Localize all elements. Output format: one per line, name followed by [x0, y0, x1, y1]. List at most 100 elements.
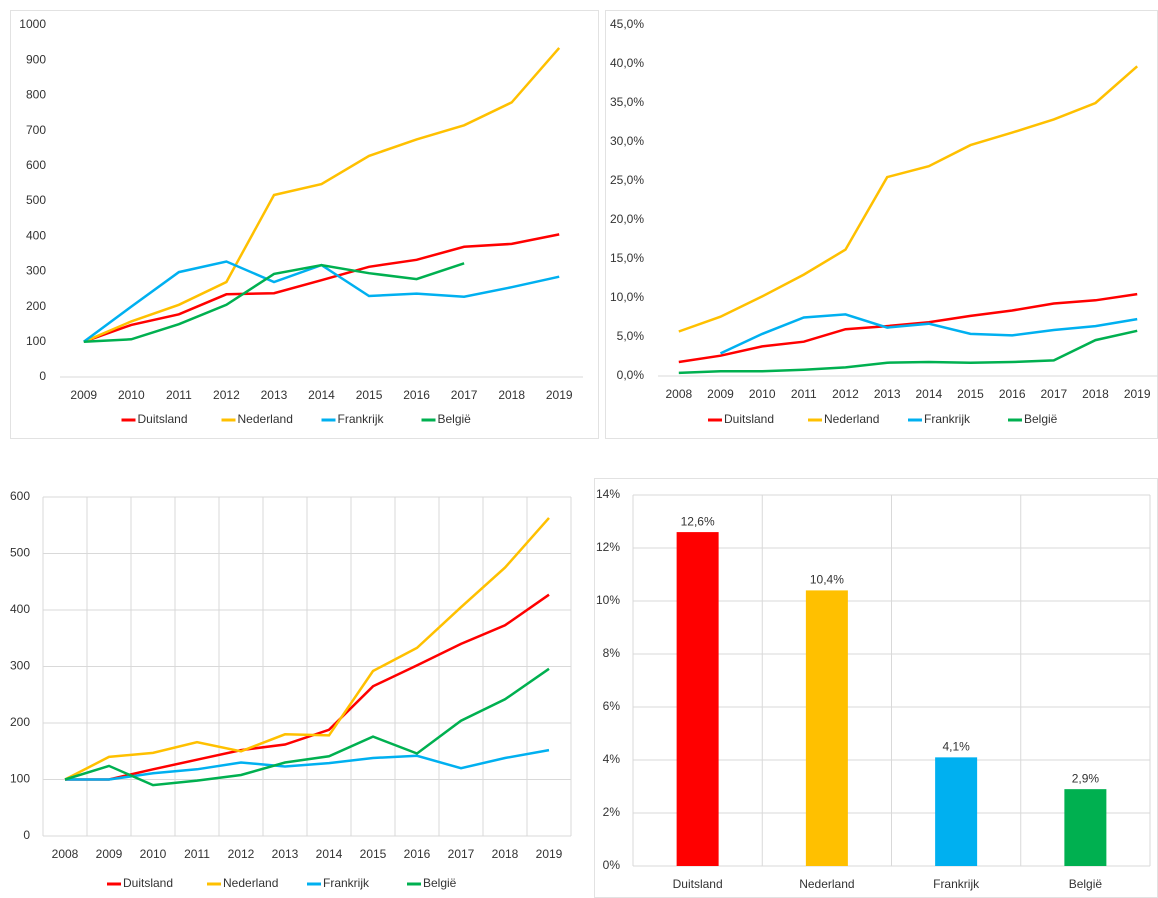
x-tick-label: 2016 [999, 387, 1026, 401]
y-tick-label: 1000 [19, 17, 46, 31]
bar [935, 757, 978, 866]
data-label: 12,6% [681, 514, 715, 528]
series-line [83, 233, 560, 343]
y-tick-label: 200 [10, 715, 30, 729]
y-tick-label: 400 [10, 602, 30, 616]
x-tick-label: 2019 [536, 847, 563, 861]
series-line [678, 329, 1138, 375]
x-tick-label: 2017 [1040, 387, 1067, 401]
legend-label: Nederland [223, 876, 278, 890]
x-tick-label: 2019 [546, 388, 573, 402]
y-tick-label: 25,0% [610, 173, 644, 187]
series-line [64, 517, 550, 781]
y-tick-label: 6% [603, 699, 621, 713]
y-tick-label: 35,0% [610, 95, 644, 109]
y-tick-label: 4% [603, 752, 621, 766]
legend-label: Nederland [824, 412, 879, 426]
x-tick-label: 2011 [184, 847, 210, 861]
panel-border [10, 10, 599, 439]
x-tick-label: 2017 [451, 388, 478, 402]
legend-label: Nederland [238, 412, 293, 426]
y-tick-label: 300 [26, 264, 46, 278]
x-tick-label: 2018 [498, 388, 525, 402]
x-tick-label: Duitsland [673, 877, 723, 891]
y-tick-label: 100 [10, 772, 30, 786]
x-tick-label: 2018 [492, 847, 519, 861]
x-tick-label: Frankrijk [933, 877, 980, 891]
series-line [83, 260, 560, 343]
y-tick-label: 10% [596, 593, 620, 607]
x-tick-label: 2010 [118, 388, 145, 402]
x-tick-label: 2009 [96, 847, 123, 861]
series-line [678, 65, 1139, 333]
series-line [65, 748, 550, 781]
x-tick-label: 2014 [308, 388, 335, 402]
legend-label: België [1024, 412, 1058, 426]
y-tick-label: 600 [26, 158, 46, 172]
x-tick-label: 2016 [404, 847, 431, 861]
x-tick-label: 2013 [261, 388, 288, 402]
legend-label: België [438, 412, 472, 426]
x-tick-label: België [1069, 877, 1103, 891]
data-label: 4,1% [942, 740, 970, 754]
x-tick-label: 2015 [360, 847, 387, 861]
legend-label: Duitsland [138, 412, 188, 426]
bar [676, 532, 719, 866]
y-tick-label: 14% [596, 487, 620, 501]
x-tick-label: 2015 [356, 388, 383, 402]
y-tick-label: 20,0% [610, 212, 644, 226]
y-tick-label: 300 [10, 659, 30, 673]
y-tick-label: 0% [603, 858, 621, 872]
y-tick-label: 800 [26, 88, 46, 102]
x-tick-label: 2014 [316, 847, 343, 861]
x-tick-label: 2018 [1082, 387, 1109, 401]
y-tick-label: 500 [26, 193, 46, 207]
y-tick-label: 45,0% [610, 17, 644, 31]
legend-label: België [423, 876, 457, 890]
legend-label: Frankrijk [924, 412, 971, 426]
y-tick-label: 0 [39, 369, 46, 383]
y-tick-label: 0,0% [617, 368, 645, 382]
x-tick-label: 2014 [915, 387, 942, 401]
x-tick-label: 2009 [70, 388, 97, 402]
legend-label: Duitsland [724, 412, 774, 426]
y-tick-label: 700 [26, 123, 46, 137]
series-line [83, 262, 465, 344]
x-tick-label: 2008 [52, 847, 79, 861]
x-tick-label: 2012 [832, 387, 859, 401]
x-tick-label: 2015 [957, 387, 984, 401]
y-tick-label: 5,0% [617, 329, 645, 343]
x-tick-label: 2012 [228, 847, 255, 861]
x-tick-label: 2012 [213, 388, 240, 402]
x-tick-label: 2008 [665, 387, 692, 401]
y-tick-label: 400 [26, 228, 46, 242]
x-tick-label: 2013 [272, 847, 299, 861]
data-label: 10,4% [810, 573, 844, 587]
series-line [64, 667, 550, 787]
series-line [83, 47, 561, 343]
legend-label: Frankrijk [323, 876, 370, 890]
y-tick-label: 600 [10, 489, 30, 503]
x-tick-label: 2011 [166, 388, 192, 402]
series-line [719, 313, 1138, 355]
y-tick-label: 0 [23, 828, 30, 842]
legend-label: Duitsland [123, 876, 173, 890]
series-line [65, 593, 550, 781]
x-tick-label: 2010 [749, 387, 776, 401]
x-tick-label: 2017 [448, 847, 475, 861]
y-tick-label: 8% [603, 646, 621, 660]
data-label: 2,9% [1072, 771, 1100, 785]
x-tick-label: 2009 [707, 387, 734, 401]
y-tick-label: 15,0% [610, 251, 644, 265]
x-tick-label: 2013 [874, 387, 901, 401]
x-tick-label: 2019 [1124, 387, 1151, 401]
y-tick-label: 900 [26, 52, 46, 66]
bar [1064, 789, 1107, 866]
bar [805, 590, 848, 866]
y-tick-label: 30,0% [610, 134, 644, 148]
legend-label: Frankrijk [338, 412, 385, 426]
x-tick-label: Nederland [799, 877, 854, 891]
y-tick-label: 500 [10, 546, 30, 560]
series-line [678, 292, 1138, 364]
